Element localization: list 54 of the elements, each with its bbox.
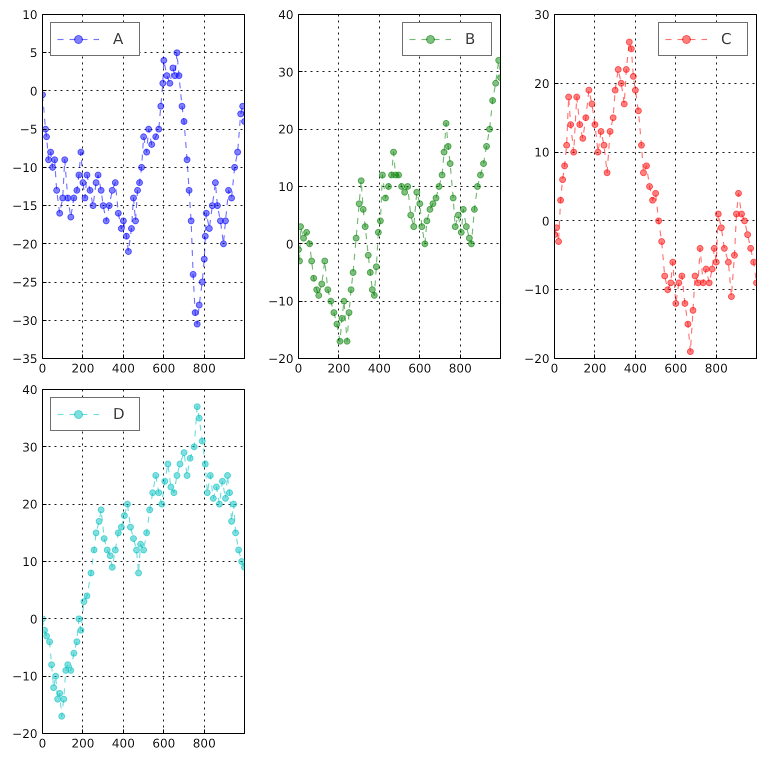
x-tick-label: 400 (624, 362, 647, 376)
y-tick-label: −20 (12, 237, 38, 252)
y-tick-label: −15 (12, 199, 38, 214)
y-tick-label: −30 (12, 314, 38, 328)
y-tick-label: 20 (278, 122, 294, 137)
y-tick-label: 10 (534, 146, 550, 160)
y-tick-label: −20 (268, 352, 294, 366)
x-tick-label: 600 (408, 362, 432, 376)
y-tick-label: 0 (542, 214, 550, 228)
y-tick-label: −10 (268, 294, 294, 309)
y-tick-label: −10 (12, 160, 38, 175)
y-tick-label: −20 (524, 352, 550, 366)
y-tick-label: 40 (278, 8, 294, 22)
x-tick-label: 400 (112, 362, 135, 376)
y-tick-label: 30 (22, 440, 38, 454)
y-tick-label: 5 (30, 46, 38, 60)
x-tick-label: 200 (583, 362, 606, 376)
x-tick-label: 0 (38, 736, 46, 750)
legend-label: B (465, 30, 476, 48)
y-tick-label: −10 (524, 283, 550, 298)
y-tick-label: 30 (278, 65, 294, 80)
y-tick-label: −20 (12, 727, 38, 741)
x-tick-label: 200 (71, 362, 94, 376)
x-tick-label: 800 (448, 362, 472, 376)
x-tick-label: 400 (112, 736, 135, 750)
x-tick-label: 800 (704, 362, 728, 376)
y-tick-label: 10 (22, 555, 38, 569)
y-tick-label: 40 (22, 383, 38, 397)
legend-label: D (113, 405, 126, 423)
x-tick-label: 600 (152, 362, 176, 376)
legend-label: C (721, 30, 732, 48)
y-tick-label: 20 (534, 76, 550, 91)
x-tick-label: 200 (71, 736, 94, 750)
y-tick-label: 10 (278, 180, 294, 194)
x-tick-label: 0 (550, 362, 558, 376)
y-tick-label: 10 (22, 8, 38, 22)
x-tick-label: 600 (664, 362, 688, 376)
y-tick-label: 20 (22, 498, 38, 512)
y-tick-label: −35 (12, 352, 38, 366)
y-tick-label: 0 (286, 237, 294, 252)
y-tick-label: 0 (30, 612, 38, 626)
y-tick-label: −25 (12, 276, 38, 290)
y-tick-label: −10 (12, 670, 38, 684)
legend-label: A (113, 30, 124, 48)
x-tick-label: 400 (368, 362, 391, 376)
x-tick-label: 0 (294, 362, 302, 376)
y-tick-label: −5 (20, 122, 38, 137)
x-tick-label: 200 (327, 362, 350, 376)
x-tick-label: 600 (152, 736, 176, 750)
x-tick-label: 800 (192, 736, 216, 750)
x-tick-label: 800 (192, 362, 216, 376)
y-tick-label: 30 (534, 8, 550, 22)
x-tick-label: 0 (38, 362, 46, 376)
y-tick-label: 0 (30, 84, 38, 98)
